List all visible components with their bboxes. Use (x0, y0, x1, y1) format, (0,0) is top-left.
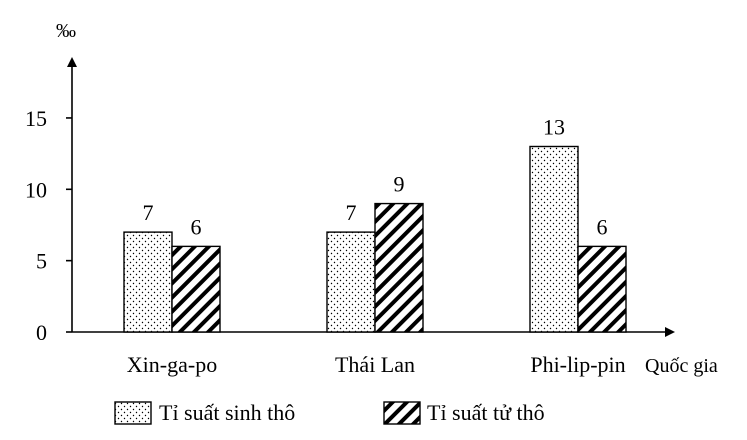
bar-phi-lip-pin-ti-suat-sinh-tho (529, 145, 579, 333)
value-label-xin-ga-po-ti-suat-sinh-tho: 7 (143, 200, 154, 225)
bar-xin-ga-po-ti-suat-tu-tho (171, 245, 221, 333)
bar-phi-lip-pin-ti-suat-tu-tho (577, 245, 627, 333)
category-label-phi-lip-pin: Phi-lip-pin (530, 352, 625, 377)
y-axis: ‰ 0 5 10 15 (25, 20, 77, 345)
category-label-thai-lan: Thái Lan (335, 352, 415, 377)
value-label-phi-lip-pin-ti-suat-tu-tho: 6 (597, 214, 608, 239)
bars (123, 145, 627, 333)
legend-item-birth-rate: Tỉ suất sinh thô (114, 400, 295, 425)
y-tick-label: 0 (36, 320, 47, 345)
x-axis-title: Quốc gia (645, 355, 718, 377)
bar-xin-ga-po-ti-suat-sinh-tho (123, 231, 173, 333)
y-tick-label: 5 (36, 249, 47, 274)
legend-label-birth-rate: Tỉ suất sinh thô (159, 400, 295, 425)
value-label-thai-lan-ti-suat-sinh-tho: 7 (346, 200, 357, 225)
value-labels: 7 7 13 6 9 6 (143, 114, 608, 239)
value-label-phi-lip-pin-ti-suat-sinh-tho: 13 (543, 114, 565, 139)
category-labels: Xin-ga-po Thái Lan Phi-lip-pin (127, 352, 626, 377)
y-tick-label: 15 (25, 106, 47, 131)
bar-thai-lan-ti-suat-tu-tho (374, 202, 424, 333)
bar-thai-lan-ti-suat-sinh-tho (326, 231, 376, 333)
legend-label-death-rate: Tỉ suất tử thô (427, 400, 545, 425)
category-label-xin-ga-po: Xin-ga-po (127, 352, 217, 377)
value-label-xin-ga-po-ti-suat-tu-tho: 6 (191, 214, 202, 239)
legend: Tỉ suất sinh thô Tỉ suất tử thô (114, 400, 545, 425)
y-axis-unit: ‰ (56, 20, 76, 42)
legend-swatch-birth-rate (114, 401, 152, 425)
y-tick-label: 10 (25, 177, 47, 202)
value-label-thai-lan-ti-suat-tu-tho: 9 (394, 172, 405, 197)
x-axis: Quốc gia Xin-ga-po Thái Lan Phi-lip-pin (72, 327, 718, 377)
legend-swatch-death-rate (383, 401, 421, 425)
y-ticks: 0 5 10 15 (25, 106, 72, 345)
legend-item-death-rate: Tỉ suất tử thô (383, 400, 545, 425)
